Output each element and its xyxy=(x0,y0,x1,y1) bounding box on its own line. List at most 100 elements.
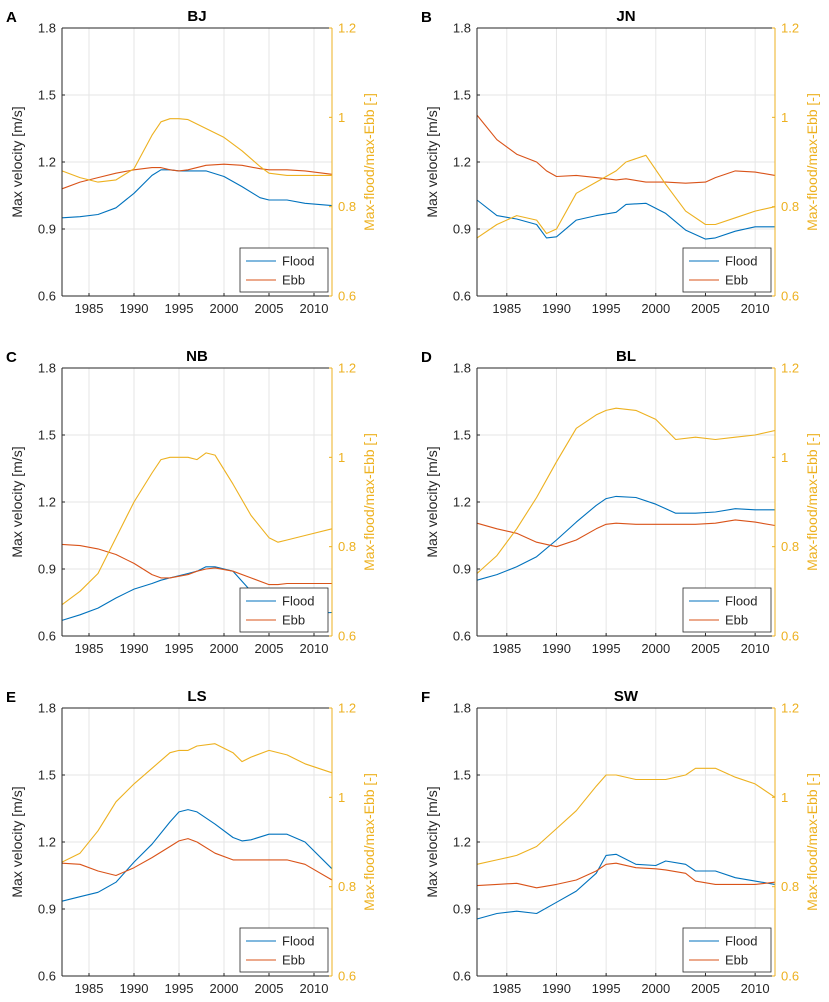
legend-label-flood: Flood xyxy=(725,254,758,269)
x-tick-label: 1990 xyxy=(542,641,571,656)
legend-label-ebb: Ebb xyxy=(725,613,748,628)
y2-tick-label: 0.6 xyxy=(781,629,799,644)
legend: Flood Ebb xyxy=(682,247,772,293)
x-tick-label: 1990 xyxy=(120,981,149,996)
panel-label: F xyxy=(421,689,430,706)
y2-tick-label: 0.8 xyxy=(338,539,356,554)
y2-tick-label: 0.6 xyxy=(781,289,799,304)
y2-tick-label: 1 xyxy=(781,450,788,465)
y-tick-label: 0.6 xyxy=(453,289,471,304)
y-tick-label: 1.8 xyxy=(453,701,471,716)
y-tick-label: 0.6 xyxy=(453,629,471,644)
y-tick-label: 0.6 xyxy=(453,969,471,984)
y-tick-label: 1.8 xyxy=(453,361,471,376)
y-tick-label: 0.9 xyxy=(38,222,56,237)
y2-tick-label: 1 xyxy=(338,450,345,465)
legend-label-ebb: Ebb xyxy=(725,953,748,968)
y2-tick-label: 0.6 xyxy=(338,629,356,644)
series-line-ratio xyxy=(61,118,332,183)
series-line-flood xyxy=(476,199,775,240)
y-axis-title: Max velocity [m/s] xyxy=(424,106,440,217)
legend: Flood Ebb xyxy=(682,927,772,973)
x-tick-label: 1995 xyxy=(165,981,194,996)
y2-tick-label: 1 xyxy=(781,110,788,125)
legend-box xyxy=(682,587,772,633)
legend: Flood Ebb xyxy=(239,247,329,293)
legend-label-flood: Flood xyxy=(282,594,315,609)
legend-label-flood: Flood xyxy=(725,934,758,949)
y2-tick-label: 0.6 xyxy=(338,969,356,984)
x-tick-label: 2010 xyxy=(741,301,770,316)
x-tick-label: 1995 xyxy=(165,641,194,656)
y2-axis-title: Max-flood/max-Ebb [-] xyxy=(361,93,377,231)
y2-tick-label: 0.6 xyxy=(781,969,799,984)
x-tick-label: 2005 xyxy=(691,641,720,656)
y-axis-title: Max velocity [m/s] xyxy=(9,786,25,897)
panel-d: 1985 1990 1995 2000 2005 2010 0.6 0.9 1.2 1.5 1.8 0… xyxy=(421,348,820,656)
x-tick-label: 1985 xyxy=(75,981,104,996)
series-line-ratio xyxy=(476,154,776,239)
y2-tick-label: 0.8 xyxy=(781,539,799,554)
legend-label-ebb: Ebb xyxy=(725,273,748,288)
x-tick-label: 2005 xyxy=(255,641,284,656)
x-tick-label: 1985 xyxy=(492,981,521,996)
series-line-ebb xyxy=(61,163,333,190)
y-tick-label: 1.5 xyxy=(38,768,56,783)
series-line-ebb xyxy=(61,838,333,881)
panel-c: 1985 1990 1995 2000 2005 2010 0.6 0.9 1.2 1.5 1.8 0… xyxy=(6,348,377,656)
y2-tick-label: 1.2 xyxy=(781,21,799,36)
legend-label-flood: Flood xyxy=(282,934,315,949)
x-tick-label: 2010 xyxy=(741,641,770,656)
y-tick-label: 1.8 xyxy=(38,701,56,716)
panel-f: 1985 1990 1995 2000 2005 2010 0.6 0.9 1.2 1.5 1.8 0… xyxy=(421,688,820,996)
y-tick-label: 1.2 xyxy=(38,495,56,510)
series-line-ebb xyxy=(476,114,776,184)
y-tick-label: 1.8 xyxy=(38,21,56,36)
y-tick-label: 0.6 xyxy=(38,289,56,304)
y-tick-label: 0.6 xyxy=(38,969,56,984)
y2-tick-label: 0.8 xyxy=(781,879,799,894)
y-tick-label: 0.9 xyxy=(453,902,471,917)
x-tick-label: 1985 xyxy=(75,301,104,316)
panel-label: D xyxy=(421,349,432,366)
y2-tick-label: 1 xyxy=(338,110,345,125)
y2-axis-title: Max-flood/max-Ebb [-] xyxy=(804,93,820,231)
y2-tick-label: 1.2 xyxy=(781,701,799,716)
x-tick-label: 1995 xyxy=(592,981,621,996)
y-tick-label: 1.2 xyxy=(38,835,56,850)
legend-box xyxy=(682,247,772,293)
y-tick-label: 0.9 xyxy=(453,222,471,237)
y2-tick-label: 0.8 xyxy=(781,199,799,214)
panel-a: 1985 1990 1995 2000 2005 2010 0.6 0.9 1.2 1.5 1.8 0… xyxy=(6,8,377,316)
x-tick-label: 2005 xyxy=(691,301,720,316)
chart-title: BJ xyxy=(187,8,206,25)
panel-label: E xyxy=(6,689,16,706)
panel-label: A xyxy=(6,9,17,26)
x-tick-label: 2000 xyxy=(210,981,239,996)
legend-label-ebb: Ebb xyxy=(282,953,305,968)
y-tick-label: 1.8 xyxy=(453,21,471,36)
x-tick-label: 1990 xyxy=(120,301,149,316)
chart-title: JN xyxy=(616,8,635,25)
y-tick-label: 1.2 xyxy=(453,495,471,510)
y-axis-title: Max velocity [m/s] xyxy=(9,106,25,217)
y2-tick-label: 0.6 xyxy=(338,289,356,304)
x-tick-label: 2010 xyxy=(300,981,329,996)
y-tick-label: 0.9 xyxy=(38,902,56,917)
x-tick-label: 2005 xyxy=(255,301,284,316)
y-tick-label: 1.5 xyxy=(453,428,471,443)
y-tick-label: 1.5 xyxy=(453,768,471,783)
y2-tick-label: 1 xyxy=(338,790,345,805)
x-tick-label: 2005 xyxy=(691,981,720,996)
panel-b: 1985 1990 1995 2000 2005 2010 0.6 0.9 1.2 1.5 1.8 0… xyxy=(421,8,820,316)
y-axis-title: Max velocity [m/s] xyxy=(424,786,440,897)
y-tick-label: 1.2 xyxy=(453,155,471,170)
y-tick-label: 1.2 xyxy=(38,155,56,170)
chart-title: BL xyxy=(616,348,636,365)
y-tick-label: 0.9 xyxy=(38,562,56,577)
panel-label: C xyxy=(6,349,17,366)
series-line-ratio xyxy=(476,767,776,865)
chart-title: SW xyxy=(614,688,639,705)
legend-box xyxy=(239,587,329,633)
